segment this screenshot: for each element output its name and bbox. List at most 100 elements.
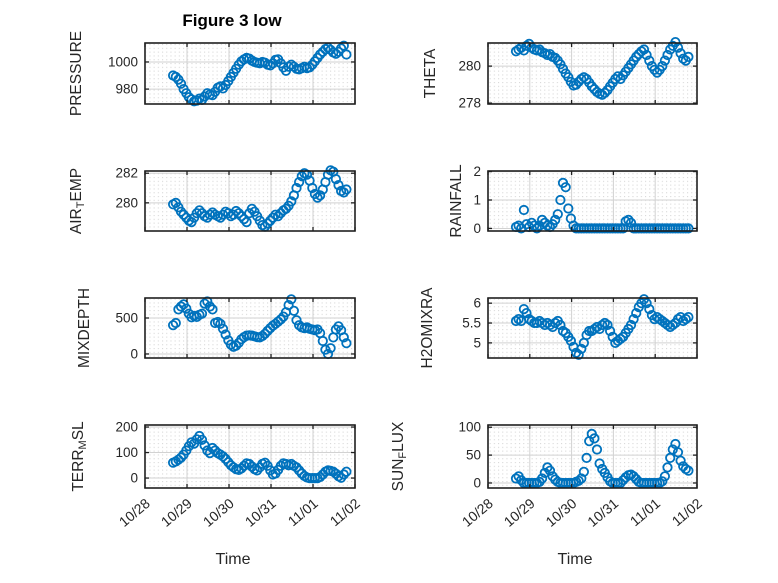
y-tick-label: 50 [466,448,481,463]
y-axis-label-air-temp: AIRTEMP [68,168,87,234]
data-point [341,49,352,60]
subplot-sun-flux: 0 50 100 SUNFLUX 10/28 10/29 10/30 10/31 11/01 11… [390,420,705,530]
x-tick-label: 10/28 [116,495,153,530]
data-point [644,55,655,66]
data-point [576,343,587,354]
data-point [168,320,179,331]
data-point [597,319,608,331]
data-point [625,319,637,331]
data-point [573,349,584,360]
y-tick-label: 5 [473,335,481,350]
x-axis-label-left: Time [215,551,251,568]
data-point [644,303,655,315]
y-tick-label: 280 [115,195,138,210]
data-point [231,205,242,217]
data-point [610,73,621,85]
data-point [659,471,671,482]
data-point [220,329,231,340]
data-point [275,314,286,325]
data-point [191,311,202,322]
y-axis-label-mixdepth: MIXDEPTH [76,288,93,368]
data-point [291,182,302,194]
data-point [333,180,344,191]
y-axis-label-theta: THETA [422,48,439,98]
data-point [286,294,297,305]
data-point [170,317,181,329]
x-tick-label: 11/01 [285,495,321,529]
y-axis-label-sun-flux: SUNFLUX [390,421,409,491]
data-point [341,184,352,195]
data-point [173,454,184,465]
data-point [513,44,524,55]
subplot-h2omixra: 5 5.5 6 H2OMIXRA [419,287,698,368]
scatter-series-rainfall [510,177,694,234]
data-point [314,471,326,483]
data-point [280,203,292,214]
x-tick-label: 10/31 [584,495,621,530]
data-point [544,319,556,331]
scatter-series-pressure [168,40,352,107]
data-point [196,308,208,319]
data-point [293,177,305,188]
scatter-series-terr-msl [168,430,352,484]
data-point [338,187,349,198]
data-point [617,475,629,486]
data-point [314,190,326,201]
data-point [589,323,600,335]
data-point [262,218,273,229]
data-point [550,214,561,225]
data-point [555,319,566,331]
data-point [670,36,681,48]
data-point [178,209,189,220]
y-tick-label: 2 [473,164,481,179]
data-point [194,205,205,216]
data-point [667,444,678,455]
data-point [560,182,571,193]
data-point [662,49,673,61]
y-tick-label: 1 [473,193,481,208]
y-axis-label-pressure: PRESSURE [68,31,85,116]
axes-box [487,424,698,489]
data-point [628,313,639,325]
data-point [215,212,226,223]
x-tick-label: 10/29 [501,495,538,530]
x-tick-label: 11/01 [627,495,663,529]
data-point [175,301,187,312]
data-point [570,79,582,90]
subplot-rainfall: 0 1 2 RAINFALL [448,164,698,238]
data-point [291,315,302,326]
data-point [288,305,299,316]
data-point [510,315,522,327]
data-point [683,223,694,234]
y-tick-label: 5.5 [462,316,481,331]
scatter-series-h2omixra [510,294,694,360]
data-point [604,325,616,337]
data-point [631,307,642,319]
data-point [555,194,566,206]
y-tick-label: 278 [458,96,481,111]
major-grid [488,43,697,104]
data-point [207,442,218,454]
data-point [675,455,686,466]
data-point [623,214,634,225]
data-point [196,434,208,445]
data-point [236,463,247,474]
tick-marks [144,171,356,231]
y-tick-label: 1000 [108,54,138,69]
data-point [207,304,218,315]
data-point [191,95,202,106]
y-axis-label-terr-msl: TERRMSL [70,421,89,492]
x-tick-label: 10/31 [242,495,279,530]
data-point [286,196,297,207]
tick-marks [487,170,698,231]
data-point [667,319,678,331]
data-point [602,319,613,331]
data-point [265,60,276,71]
y-tick-label: 980 [115,82,138,97]
y-tick-label: 0 [130,346,138,361]
axes-box [144,170,356,232]
data-point [317,335,328,347]
tick-marks [487,43,698,104]
data-point [338,469,349,480]
data-point [272,316,284,327]
